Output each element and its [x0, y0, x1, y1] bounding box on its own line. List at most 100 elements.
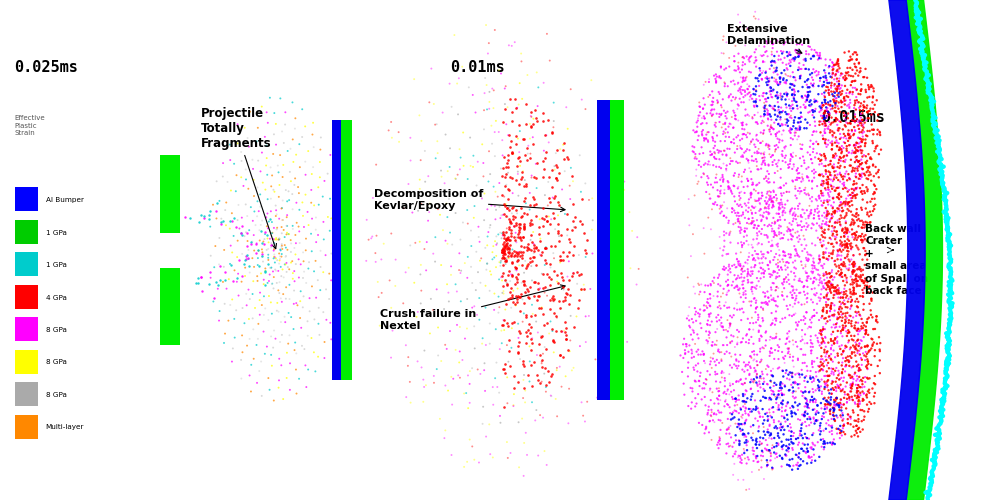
Point: [710, 346, 726, 354]
Point: [727, 114, 743, 122]
Point: [780, 444, 796, 452]
Point: [717, 376, 733, 384]
Point: [805, 343, 821, 351]
Point: [797, 388, 813, 396]
Point: [849, 336, 865, 344]
Point: [278, 284, 294, 292]
Point: [794, 213, 810, 221]
Point: [837, 254, 853, 262]
Point: [589, 394, 605, 402]
Point: [837, 100, 853, 108]
Point: [830, 55, 846, 63]
Point: [841, 358, 857, 366]
Point: [739, 330, 755, 338]
Point: [779, 411, 795, 419]
Point: [767, 106, 783, 114]
Point: [861, 83, 877, 91]
Point: [758, 231, 774, 239]
Point: [267, 188, 283, 196]
Point: [745, 290, 760, 298]
Point: [843, 162, 859, 170]
Point: [823, 394, 839, 402]
Point: [736, 284, 752, 292]
Point: [579, 398, 595, 406]
Point: [708, 361, 724, 369]
Point: [760, 110, 776, 118]
Point: [458, 389, 474, 397]
Point: [239, 342, 255, 349]
Point: [735, 121, 751, 129]
Point: [227, 315, 242, 323]
Point: [529, 159, 545, 167]
Point: [496, 202, 512, 210]
Point: [554, 269, 569, 277]
Point: [796, 412, 812, 420]
Point: [825, 404, 841, 411]
Point: [821, 256, 836, 264]
Point: [826, 129, 842, 137]
Point: [768, 286, 784, 294]
Point: [624, 227, 640, 235]
Point: [552, 256, 567, 264]
Point: [719, 162, 735, 170]
Point: [741, 89, 756, 97]
Point: [702, 302, 718, 310]
Point: [798, 262, 814, 270]
Point: [853, 406, 869, 414]
Point: [802, 98, 818, 106]
Point: [856, 322, 872, 330]
Point: [416, 398, 431, 406]
Point: [832, 313, 848, 321]
Point: [252, 310, 268, 318]
Point: [857, 277, 873, 285]
Point: [234, 304, 250, 312]
Point: [810, 384, 825, 392]
Point: [845, 336, 861, 344]
Point: [819, 379, 834, 387]
Point: [531, 340, 547, 348]
Point: [497, 276, 513, 284]
Point: [793, 427, 809, 435]
Point: [819, 368, 834, 376]
Point: [822, 408, 838, 416]
Point: [511, 121, 527, 129]
Point: [812, 77, 827, 85]
Point: [832, 84, 848, 92]
Point: [833, 374, 849, 382]
Point: [705, 184, 721, 192]
Point: [688, 340, 703, 348]
Point: [710, 396, 726, 404]
Point: [747, 58, 762, 66]
Point: [740, 269, 755, 277]
Point: [816, 233, 831, 241]
Point: [544, 215, 559, 223]
Point: [774, 130, 790, 138]
Point: [572, 342, 588, 350]
Point: [249, 138, 265, 145]
Point: [823, 302, 839, 310]
Point: [826, 416, 842, 424]
Point: [754, 374, 769, 382]
Point: [829, 193, 845, 201]
Point: [833, 157, 849, 165]
Point: [862, 282, 878, 290]
Point: [812, 272, 827, 280]
Point: [516, 280, 532, 287]
Point: [769, 36, 785, 44]
Point: [771, 80, 787, 88]
Point: [755, 420, 771, 428]
Point: [814, 334, 829, 342]
Point: [853, 336, 869, 344]
Point: [310, 231, 326, 239]
Point: [239, 242, 255, 250]
Point: [758, 90, 774, 98]
Point: [840, 390, 856, 398]
Point: [519, 144, 535, 152]
Point: [818, 186, 833, 194]
Point: [744, 298, 759, 306]
Point: [711, 416, 727, 424]
Point: [507, 280, 523, 287]
Point: [688, 402, 703, 410]
Point: [733, 119, 749, 127]
Point: [712, 282, 728, 290]
